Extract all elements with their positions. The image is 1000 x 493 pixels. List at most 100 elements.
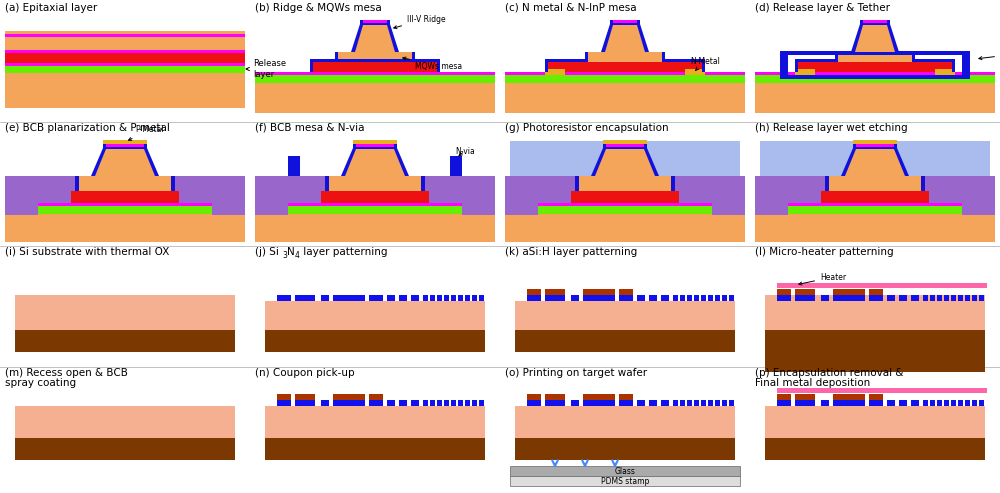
Bar: [958, 400, 963, 406]
Bar: [899, 400, 907, 406]
Bar: [545, 394, 565, 400]
Bar: [265, 406, 485, 438]
Bar: [527, 295, 541, 301]
Bar: [265, 330, 485, 352]
Bar: [255, 75, 495, 83]
Bar: [795, 69, 815, 75]
Bar: [755, 176, 788, 215]
Bar: [951, 400, 956, 406]
Bar: [972, 295, 977, 301]
Bar: [923, 295, 928, 301]
Bar: [545, 289, 565, 295]
Text: (a) Epitaxial layer: (a) Epitaxial layer: [5, 3, 97, 13]
Bar: [325, 176, 425, 191]
Bar: [899, 295, 907, 301]
Bar: [79, 176, 171, 191]
Bar: [694, 295, 699, 301]
Bar: [450, 156, 462, 176]
Bar: [821, 295, 829, 301]
Bar: [619, 400, 633, 406]
Text: (o) Printing on target wafer: (o) Printing on target wafer: [505, 368, 647, 378]
Bar: [527, 289, 541, 295]
Bar: [575, 176, 675, 191]
Bar: [780, 75, 970, 79]
Bar: [338, 52, 412, 62]
Bar: [673, 400, 678, 406]
Bar: [603, 140, 647, 144]
Bar: [5, 50, 245, 53]
Bar: [788, 191, 962, 203]
Bar: [965, 400, 970, 406]
Bar: [937, 295, 942, 301]
Bar: [755, 75, 995, 83]
Text: (j) Si: (j) Si: [255, 247, 279, 257]
Bar: [583, 295, 615, 301]
Bar: [193, 199, 215, 205]
Bar: [333, 295, 365, 301]
Bar: [780, 51, 970, 55]
Bar: [548, 62, 702, 72]
Bar: [399, 295, 407, 301]
Bar: [369, 394, 383, 400]
Bar: [515, 301, 735, 330]
Polygon shape: [601, 24, 649, 52]
Bar: [833, 295, 865, 301]
Bar: [777, 283, 987, 288]
Bar: [795, 62, 798, 72]
Bar: [387, 295, 395, 301]
Bar: [285, 191, 288, 203]
Bar: [458, 400, 463, 406]
Bar: [430, 400, 435, 406]
Bar: [479, 400, 484, 406]
Bar: [35, 191, 38, 203]
Bar: [777, 400, 791, 406]
Bar: [505, 214, 745, 242]
Bar: [515, 438, 735, 460]
Bar: [833, 394, 865, 400]
Bar: [869, 295, 883, 301]
Bar: [212, 176, 245, 215]
Bar: [505, 83, 745, 113]
Text: (c) N metal & N-InP mesa: (c) N metal & N-InP mesa: [505, 3, 637, 13]
Bar: [755, 203, 995, 206]
Bar: [869, 289, 883, 295]
Bar: [333, 400, 365, 406]
Bar: [853, 144, 897, 148]
Bar: [462, 191, 465, 203]
Bar: [708, 295, 713, 301]
Polygon shape: [845, 149, 905, 176]
Bar: [930, 400, 935, 406]
Bar: [510, 141, 740, 226]
Bar: [795, 59, 955, 62]
Bar: [423, 400, 428, 406]
Bar: [451, 295, 456, 301]
Polygon shape: [345, 149, 405, 176]
Bar: [535, 191, 715, 203]
Bar: [962, 55, 970, 79]
Bar: [755, 206, 995, 214]
Bar: [505, 203, 745, 206]
Bar: [925, 176, 962, 191]
Bar: [255, 203, 495, 206]
Bar: [853, 140, 897, 144]
Bar: [437, 400, 442, 406]
Text: P-Metal: P-Metal: [128, 126, 164, 141]
Bar: [777, 289, 791, 295]
Bar: [833, 400, 865, 406]
Polygon shape: [95, 149, 155, 176]
Bar: [579, 176, 671, 191]
Polygon shape: [605, 25, 645, 52]
Bar: [465, 400, 470, 406]
Bar: [911, 400, 919, 406]
Bar: [265, 301, 485, 330]
Bar: [35, 199, 57, 205]
Bar: [472, 400, 477, 406]
Bar: [363, 20, 387, 23]
Bar: [310, 59, 440, 62]
Bar: [321, 400, 329, 406]
Bar: [255, 83, 495, 113]
Bar: [765, 301, 985, 330]
Bar: [5, 66, 245, 73]
Bar: [5, 176, 38, 215]
Text: 4: 4: [295, 251, 300, 260]
